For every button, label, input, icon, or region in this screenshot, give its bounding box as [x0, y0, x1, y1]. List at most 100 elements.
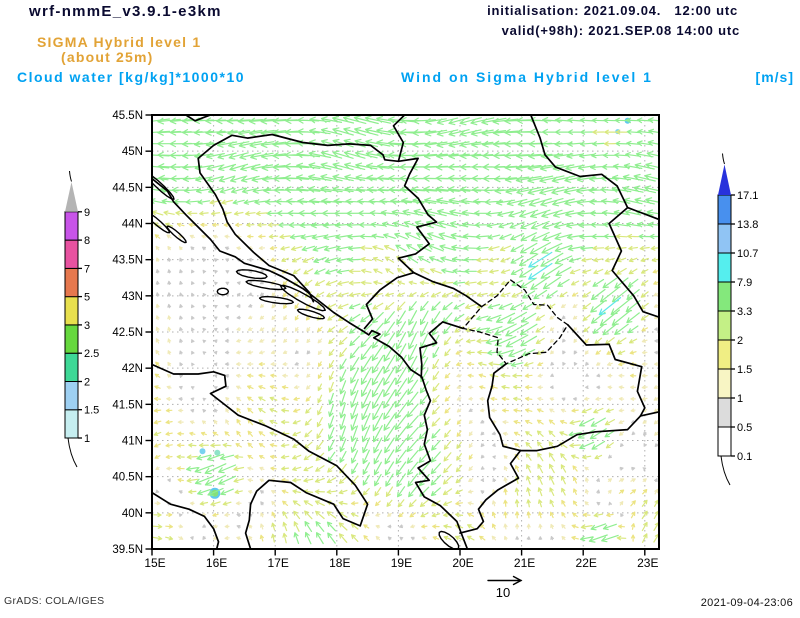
wind-speed-colorbar-segment: [717, 194, 732, 225]
wind-speed-colorbar-tick-label: 10.7: [737, 248, 758, 260]
cloud-water-colorbar-segment: [64, 239, 79, 269]
island-outline: [279, 284, 326, 312]
level-subtitle: (about 25m): [61, 49, 154, 65]
lon-axis-label: 22E: [576, 556, 597, 570]
island-outline: [245, 279, 287, 291]
wind-speed-colorbar-tick-label: 0.1: [737, 451, 752, 463]
border-macedonia-albania: [486, 362, 522, 452]
cloud-water-colorbar-tick-label: 7: [84, 263, 90, 275]
lon-axis-label: 17E: [268, 556, 289, 570]
creation-timestamp: 2021-09-04-23:06: [700, 597, 793, 609]
cloud-water-colorbar-tick-label: 9: [84, 207, 90, 219]
wind-arrows: [154, 234, 659, 541]
vector-field-title: Wind on Sigma Hybrid level 1: [401, 69, 653, 85]
wind-arrows: [153, 222, 659, 542]
wind-speed-colorbar-segment: [717, 426, 732, 457]
cloud-water-colorbar-segment: [64, 381, 79, 411]
lat-axis-label: 41.5N: [112, 399, 143, 411]
valid-time: valid(+98h): 2021.SEP.08 14:00 utc: [501, 23, 740, 38]
wind-speed-colorbar-segment: [717, 368, 732, 399]
lat-axis-label: 43N: [122, 291, 143, 303]
lon-axis-label: 18E: [329, 556, 350, 570]
lat-axis-label: 44N: [122, 219, 143, 231]
cloud-water-colorbar-tick-label: 5: [84, 292, 90, 304]
lat-axis-label: 42.5N: [112, 327, 143, 339]
lat-axis-label: 42N: [122, 363, 143, 375]
cloud-water-colorbar-tick-label: 1.5: [84, 405, 99, 417]
cloud-water-colorbar-segment: [64, 211, 79, 241]
wind-speed-colorbar-segment: [717, 252, 732, 283]
lat-axis-label: 45N: [122, 146, 143, 158]
coastline-italy-tyrrhenian: [152, 491, 220, 549]
wind-speed-colorbar-tick-label: 1: [737, 393, 743, 405]
island-outline: [152, 213, 171, 234]
border-slovenia-croatia: [185, 115, 212, 122]
wind-speed-colorbar-tick-label: 3.3: [737, 306, 752, 318]
wind-speed-colorbar-segment: [717, 310, 732, 341]
cloud-water-colorbar-top-tail: [69, 170, 72, 182]
wind-arrows: [152, 115, 659, 545]
wind-speed-colorbar-tick-label: 0.5: [737, 422, 752, 434]
lon-axis-label: 16E: [206, 556, 227, 570]
lat-axis-label: 41N: [122, 436, 143, 448]
lon-axis-label: 23E: [637, 556, 658, 570]
cloud-water-colorbar-over-arrow: [65, 182, 78, 212]
reference-vector: [487, 575, 523, 586]
border-macedonia-greece: [519, 415, 642, 452]
border-romania-bulgaria: [626, 206, 659, 221]
model-title: wrf-nmmE_v3.9.1-e3km: [29, 3, 222, 20]
wind-speed-colorbar-tick-label: 17.1: [737, 190, 758, 202]
border-bosnia: [197, 133, 438, 330]
wind-speed-colorbar-tick-label: 2: [737, 335, 743, 347]
wind-arrows: [528, 251, 622, 316]
lon-axis-label: 19E: [391, 556, 412, 570]
cloud-water-spot: [199, 448, 206, 455]
border-albania-greece: [459, 449, 522, 534]
initialisation-time: initialisation: 2021.09.04. 12:00 utc: [487, 3, 738, 18]
lat-axis-label: 43.5N: [112, 255, 143, 267]
island-outline: [166, 225, 187, 244]
lat-axis-label: 40N: [122, 508, 143, 520]
wind-speed-colorbar-over-arrow: [718, 164, 731, 195]
island-outline: [296, 308, 326, 320]
border-montenegro-albania: [419, 321, 464, 379]
wind-arrows: [155, 246, 659, 541]
wind-speed-colorbar-segment: [717, 397, 732, 428]
island-outline: [216, 287, 230, 296]
reference-vector-label: 10: [496, 585, 510, 600]
grads-credit: GrADS: COLA/IGES: [4, 595, 105, 607]
cloud-water-colorbar-segment: [64, 324, 79, 354]
coastline-adriatic-east: [152, 177, 469, 549]
reference-vector-head: [512, 575, 523, 586]
cloud-water-colorbar-tick-label: 2.5: [84, 348, 99, 360]
island-outline: [438, 530, 460, 549]
wind-speed-colorbar-segment: [717, 223, 732, 254]
border-serbia-romania-bulgaria: [529, 115, 659, 318]
shaded-field-title: Cloud water [kg/kg]*1000*10: [17, 69, 246, 85]
coastline-italy-adriatic: [152, 363, 369, 549]
cloud-water-colorbar-segment: [64, 352, 79, 383]
lon-axis-label: 20E: [452, 556, 473, 570]
wind-speed-colorbar-tick-label: 7.9: [737, 277, 752, 289]
lat-axis-label: 40.5N: [112, 472, 143, 484]
cloud-water-colorbar-segment: [64, 409, 79, 439]
lat-axis-label: 45.5N: [112, 110, 143, 122]
border-bulgaria-macedonia: [636, 365, 646, 417]
island-outline: [235, 269, 268, 280]
wind-speed-colorbar-segment: [717, 339, 732, 370]
wind-speed-colorbar-tick-label: 13.8: [737, 219, 758, 231]
cloud-water-spot: [214, 449, 221, 456]
level-title: SIGMA Hybrid level 1: [37, 34, 202, 50]
cloud-water-colorbar-tick-label: 8: [84, 235, 90, 247]
map-outlines: [152, 115, 659, 549]
lon-axis-label: 15E: [144, 556, 165, 570]
axis-ticks: [145, 114, 646, 556]
cloud-water-colorbar-segment: [64, 267, 79, 298]
border-bulgaria-greece: [639, 410, 659, 417]
island-outline: [152, 175, 175, 200]
wind-speed-colorbar: 0.1 0.5 1 1.5 2 3.3 7.9 10.7 13.8 17.1: [717, 153, 758, 486]
cloud-water-colorbar-tick-label: 2: [84, 377, 90, 389]
cloud-water-colorbar: 1 1.5 2 2.5 3 5 7 8 9: [64, 170, 99, 468]
